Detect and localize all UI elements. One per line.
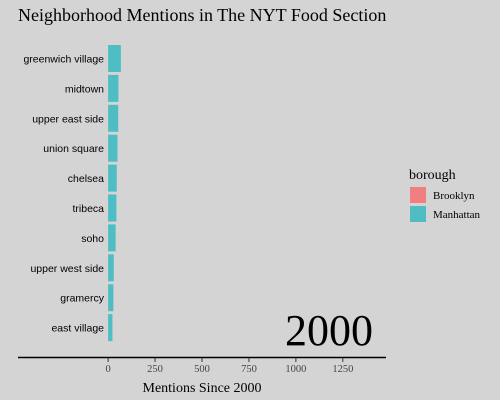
category-label: midtown <box>65 83 104 95</box>
legend-label-brooklyn: Brooklyn <box>433 190 475 202</box>
x-tick-label: 1250 <box>332 364 353 375</box>
x-tick-label: 0 <box>105 364 110 375</box>
legend-title: borough <box>409 168 456 183</box>
category-label: greenwich village <box>23 54 104 66</box>
category-label: soho <box>81 233 104 245</box>
legend-label-manhattan: Manhattan <box>433 209 481 221</box>
bar-chelsea <box>108 164 117 192</box>
bar-tribeca <box>108 194 117 222</box>
bar-east-village <box>108 314 113 342</box>
x-tick-label: 1000 <box>285 364 306 375</box>
legend-swatch-manhattan <box>410 206 426 222</box>
category-label: upper west side <box>30 263 104 275</box>
bars-group <box>108 45 121 342</box>
bar-union-square <box>108 134 118 162</box>
category-labels: greenwich village midtown upper east side u… <box>23 54 104 335</box>
year-annotation: 2000 <box>285 306 373 355</box>
bar-gramercy <box>108 284 114 312</box>
legend-swatch-brooklyn <box>410 187 426 203</box>
chart-title: Neighborhood Mentions in The NYT Food Se… <box>18 5 386 25</box>
category-label: tribeca <box>72 203 104 215</box>
bar-upper-east-side <box>108 104 119 132</box>
category-label: chelsea <box>68 173 104 185</box>
x-tick-label: 750 <box>241 364 257 375</box>
category-label: gramercy <box>60 293 105 305</box>
x-axis-label: Mentions Since 2000 <box>143 381 262 396</box>
bar-midtown <box>108 74 119 102</box>
x-tick-label: 250 <box>147 364 163 375</box>
category-label: union square <box>43 143 104 155</box>
x-tick-label: 500 <box>194 364 210 375</box>
bar-upper-west-side <box>108 254 114 282</box>
category-label: east village <box>51 323 104 335</box>
legend: borough Brooklyn Manhattan <box>409 168 481 222</box>
x-ticks: 0 250 500 750 1000 1250 <box>105 358 353 375</box>
category-label: upper east side <box>32 113 104 125</box>
bar-soho <box>108 224 116 252</box>
bar-greenwich-village <box>108 45 121 72</box>
